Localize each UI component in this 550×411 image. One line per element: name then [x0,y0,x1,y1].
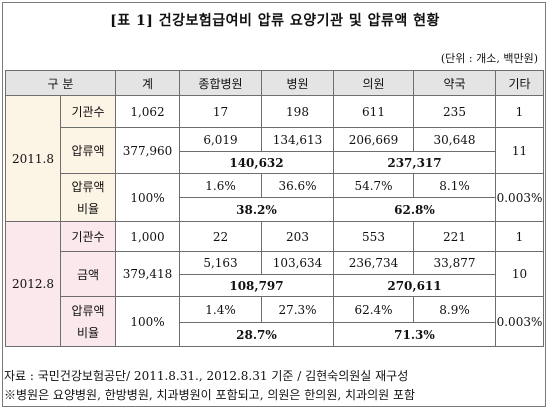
table-cell: 22 [179,221,262,252]
table-cell: 6,019 [179,127,262,152]
subtotal-cell: 237,317 [333,151,496,174]
table-cell: 1.4% [179,296,262,323]
table-cell: 27.3% [261,296,334,323]
table-cell: 236,734 [333,251,414,275]
row-label: 기관수 [60,221,116,252]
table-cell: 17 [179,95,262,128]
table-row: 2012.8 기관수 1,000 22 203 553 221 1 [5,221,544,347]
table-row: 140,632 237,317 [6,151,544,174]
subtotal-cell: 71.3% [333,322,496,347]
table-row: 2011.8 기관수 1,062 17 198 611 235 1 [5,95,544,222]
table-cell: 103,634 [261,251,334,275]
period-2011: 2011.8 [5,95,61,222]
subtotal-cell: 270,611 [333,274,496,297]
table-cell: 379,418 [115,251,180,297]
table-cell: 11 [495,127,544,174]
table-row: 금액 379,418 5,163 103,634 236,734 33,877 … [6,251,544,297]
row-label: 금액 [60,251,116,297]
table-cell: 221 [413,221,496,252]
table-cell: 235 [413,95,496,128]
header-row: 구 분 계 종합병원 병원 의원 약국 기타 [5,70,544,96]
header-general-hospital: 종합병원 [179,70,262,96]
subtotal-cell: 140,632 [179,151,334,174]
row-label-line: 압류액 [71,303,105,318]
table-cell: 0.003% [495,296,544,347]
table-cell: 30,648 [413,127,496,152]
table-cell: 100% [115,173,180,222]
footnote-line: ※병원은 요양병원, 한방병원, 치과병원이 포함되고, 의원은 한의원, 치과… [4,388,416,402]
header-clinic: 의원 [333,70,414,96]
table-cell: 0.003% [495,173,544,222]
table-cell: 1,000 [115,221,180,252]
subtotal-cell: 28.7% [179,322,334,347]
header-section: 구 분 [5,70,116,96]
header-total: 계 [115,70,180,96]
header-hospital: 병원 [261,70,334,96]
table-cell: 100% [115,296,180,347]
row-label-line: 비율 [76,201,100,216]
table-cell: 62.4% [333,296,414,323]
table-cell: 8.9% [413,296,496,323]
table-cell: 10 [495,251,544,297]
table-cell: 134,613 [261,127,334,152]
table-cell: 33,877 [413,251,496,275]
row-label: 기관수 [60,95,116,128]
table-cell: 1,062 [115,95,180,128]
source-note: 자료 : 국민건강보험공단/ 2011.8.31., 2012.8.31 기준 … [4,367,415,405]
table-cell: 206,669 [333,127,414,152]
table-cell: 1 [495,221,544,252]
row-label: 압류액 비율 [60,173,116,222]
table-cell: 54.7% [333,173,414,198]
table-cell: 611 [333,95,414,128]
table-cell: 8.1% [413,173,496,198]
unit-note: (단위 : 개소, 백만원) [440,52,538,65]
document-frame [2,2,546,407]
subtotal-cell: 38.2% [179,197,334,222]
row-label: 압류액 [60,127,116,174]
header-other: 기타 [495,70,544,96]
table-title: [표 1] 건강보험급여비 압류 요양기관 및 압류액 현황 [110,13,440,29]
table-cell: 36.6% [261,173,334,198]
table-row: 압류액 377,960 6,019 134,613 206,669 30,648… [6,127,544,174]
source-line: 자료 : 국민건강보험공단/ 2011.8.31., 2012.8.31 기준 … [4,369,409,383]
table-cell: 203 [261,221,334,252]
subtotal-cell: 62.8% [333,197,496,222]
table-row: 압류액 비율 100% 1.6% 36.6% 54.7% 8.1% 0.003% [6,173,544,222]
row-label-line: 비율 [76,325,100,340]
header-pharmacy: 약국 [413,70,496,96]
table-row: 압류액 비율 100% 1.4% 27.3% 62.4% 8.9% 0.003% [6,296,544,347]
row-label: 압류액 비율 [60,296,116,347]
table-cell: 553 [333,221,414,252]
table-row: 28.7% 71.3% [6,322,544,347]
period-2012: 2012.8 [5,221,61,347]
table-cell: 377,960 [115,127,180,174]
seizure-table: 구 분 계 종합병원 병원 의원 약국 기타 2011.8 기관수 1,062 … [5,70,544,347]
table-cell: 198 [261,95,334,128]
table-cell: 1 [495,95,544,128]
table-cell: 5,163 [179,251,262,275]
table-row: 108,797 270,611 [6,274,544,297]
row-label-line: 압류액 [71,179,105,194]
table-cell: 1.6% [179,173,262,198]
subtotal-cell: 108,797 [179,274,334,297]
